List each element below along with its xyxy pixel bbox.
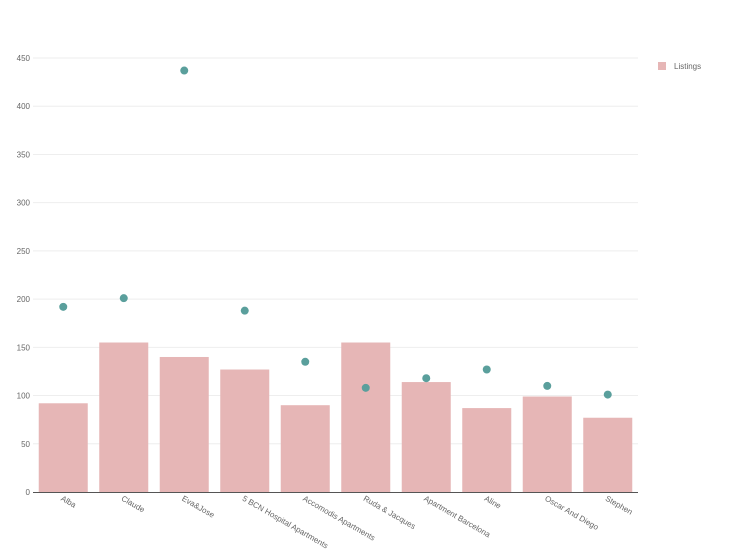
legend-label: Listings <box>674 62 701 71</box>
x-tick-label: Stephen <box>604 494 634 517</box>
x-tick-label: Ruda & Jacques <box>362 494 417 531</box>
scatter-point <box>543 381 552 390</box>
y-tick-label: 50 <box>21 440 30 449</box>
bar <box>401 382 451 492</box>
scatter-point <box>603 390 612 399</box>
y-tick-label: 450 <box>17 54 31 63</box>
bar <box>583 417 633 492</box>
y-tick-label: 0 <box>26 488 31 497</box>
y-tick-label: 300 <box>17 199 31 208</box>
bar <box>38 403 88 492</box>
scatter-point <box>482 365 491 374</box>
x-tick-label: Eva&Jose <box>180 494 216 520</box>
scatter-point <box>240 306 249 315</box>
scatter-point <box>422 374 431 383</box>
x-tick-label: Oscar And Diego <box>543 494 600 532</box>
legend-swatch <box>658 62 666 70</box>
scatter-point <box>59 302 68 311</box>
y-tick-label: 250 <box>17 247 31 256</box>
bar <box>280 405 330 492</box>
scatter-point <box>119 294 128 303</box>
x-tick-label: Apartment Barcelona <box>422 494 492 540</box>
bar <box>341 342 391 492</box>
scatter-series <box>59 66 612 399</box>
x-tick-label: Claude <box>120 494 147 515</box>
x-axis: Alba Claude Eva&Jose 5 BCN Hospital Apartme… <box>59 494 634 550</box>
scatter-point <box>180 66 189 75</box>
y-tick-label: 350 <box>17 150 31 159</box>
x-tick-label: Aline <box>483 494 503 511</box>
bar <box>159 356 209 492</box>
y-tick-label: 400 <box>17 102 31 111</box>
bar <box>462 408 512 492</box>
y-axis: 0 50 100 150 200 250 300 350 400 450 <box>17 54 31 497</box>
bar <box>220 369 270 492</box>
y-tick-label: 150 <box>17 343 31 352</box>
y-tick-label: 200 <box>17 295 31 304</box>
legend: Listings <box>658 62 701 71</box>
y-tick-label: 100 <box>17 392 31 401</box>
bar <box>99 342 149 492</box>
scatter-point <box>301 357 310 366</box>
scatter-point <box>361 383 370 392</box>
bar <box>522 396 572 492</box>
x-tick-label: Alba <box>59 494 78 510</box>
bar-series <box>38 342 633 492</box>
